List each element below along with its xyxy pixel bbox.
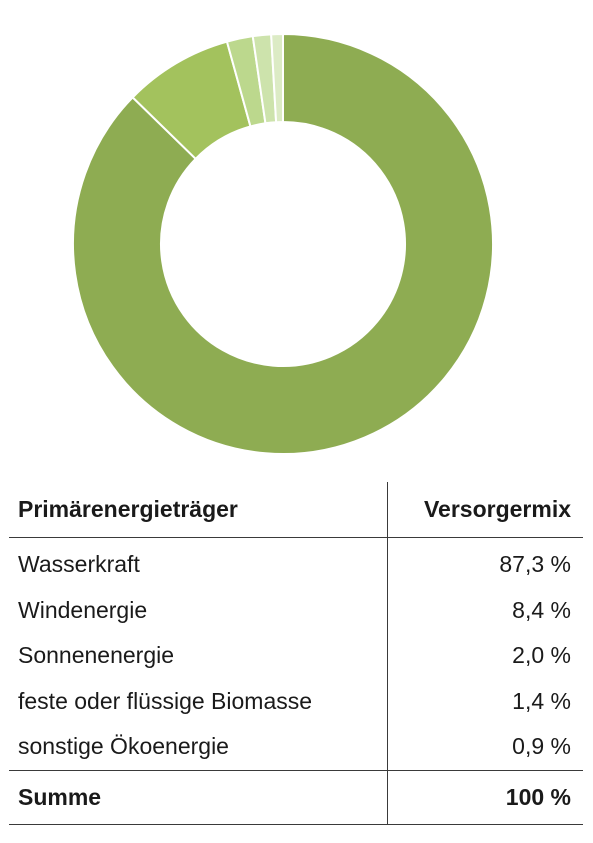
table-row: feste oder flüssige Biomasse 1,4 % — [9, 678, 583, 724]
row-value: 2,0 % — [512, 642, 571, 669]
row-value: 87,3 % — [499, 551, 571, 578]
row-label: sonstige Ökoenergie — [9, 724, 388, 770]
row-value: 0,9 % — [512, 733, 571, 760]
table-header-row: Primärenergieträger Versorgermix — [9, 482, 583, 538]
row-label: feste oder flüssige Biomasse — [9, 678, 388, 724]
row-label: Wasserkraft — [9, 537, 388, 588]
donut-slice-wasserkraft — [72, 32, 494, 455]
table-row: Windenergie 8,4 % — [9, 587, 583, 633]
row-value: 1,4 % — [512, 687, 571, 714]
row-label: Sonnenenergie — [9, 633, 388, 679]
header-supplier-mix: Versorgermix — [387, 482, 583, 538]
table-total-row: Summe 100 % — [9, 769, 583, 825]
row-value: 8,4 % — [512, 596, 571, 623]
table-row: Sonnenenergie 2,0 % — [9, 633, 583, 679]
table-row: Wasserkraft 87,3 % — [9, 537, 583, 588]
donut-chart — [72, 32, 494, 455]
header-energy-source: Primärenergieträger — [9, 482, 388, 538]
table-row: sonstige Ökoenergie 0,9 % — [9, 724, 583, 770]
total-label: Summe — [9, 769, 388, 825]
energy-mix-table: Primärenergieträger Versorgermix Wasserk… — [9, 482, 583, 825]
row-label: Windenergie — [9, 587, 388, 633]
donut-slice-sonstige-ökoenergie — [270, 32, 284, 124]
total-value: 100 % — [387, 769, 583, 825]
